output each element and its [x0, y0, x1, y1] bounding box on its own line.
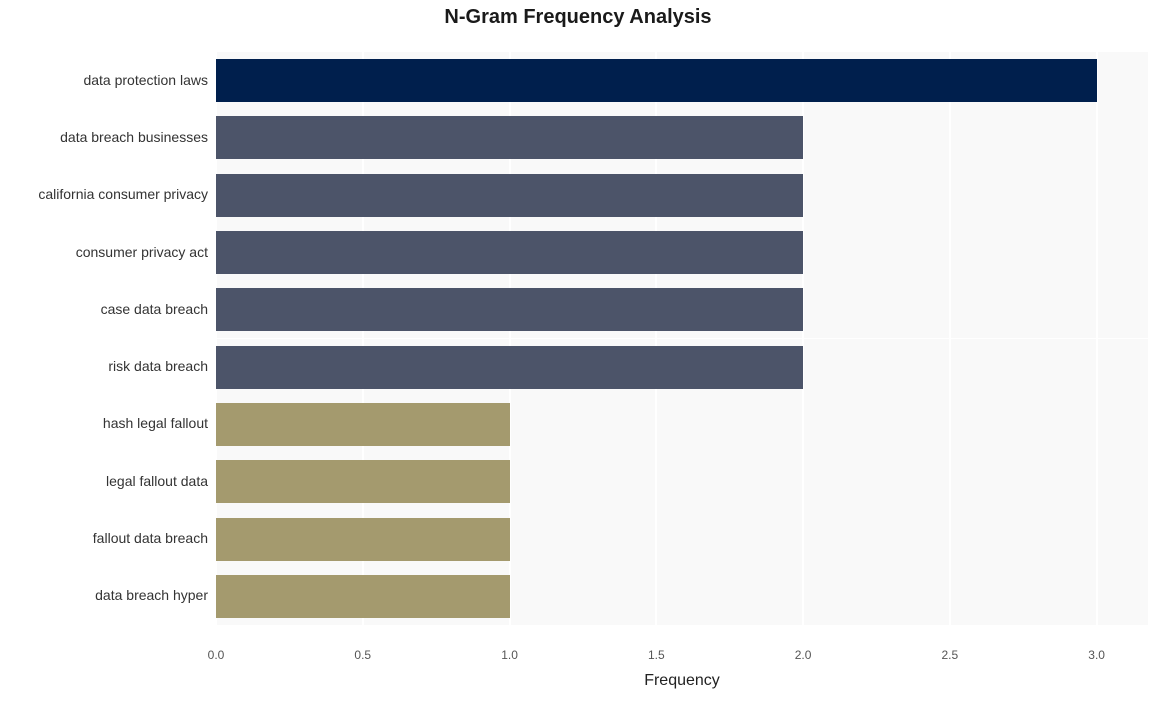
y-tick-label: california consumer privacy [0, 186, 208, 202]
bar [216, 575, 510, 618]
bar [216, 518, 510, 561]
y-tick-label: hash legal fallout [0, 415, 208, 431]
y-tick-label: risk data breach [0, 358, 208, 374]
x-tick-label: 2.0 [795, 648, 812, 662]
chart-title: N-Gram Frequency Analysis [0, 6, 1156, 29]
y-tick-label: case data breach [0, 301, 208, 317]
y-tick-label: legal fallout data [0, 473, 208, 489]
bar [216, 288, 803, 331]
bar [216, 116, 803, 159]
x-tick-label: 0.5 [354, 648, 371, 662]
y-tick-label: data breach hyper [0, 587, 208, 603]
bar [216, 460, 510, 503]
bar [216, 231, 803, 274]
x-tick-label: 1.0 [501, 648, 518, 662]
bar [216, 403, 510, 446]
y-tick-label: data protection laws [0, 72, 208, 88]
y-tick-label: fallout data breach [0, 530, 208, 546]
bar [216, 346, 803, 389]
bar [216, 59, 1097, 102]
grid-line [1096, 35, 1098, 642]
y-tick-label: data breach businesses [0, 129, 208, 145]
x-tick-label: 2.5 [942, 648, 959, 662]
ngram-frequency-chart: N-Gram Frequency Analysis data protectio… [0, 0, 1156, 701]
bar [216, 174, 803, 217]
x-tick-label: 3.0 [1088, 648, 1105, 662]
x-tick-label: 1.5 [648, 648, 665, 662]
plot-area [216, 35, 1148, 642]
x-tick-label: 0.0 [208, 648, 225, 662]
x-axis-title: Frequency [216, 672, 1148, 690]
y-tick-label: consumer privacy act [0, 244, 208, 260]
grid-line [949, 35, 951, 642]
